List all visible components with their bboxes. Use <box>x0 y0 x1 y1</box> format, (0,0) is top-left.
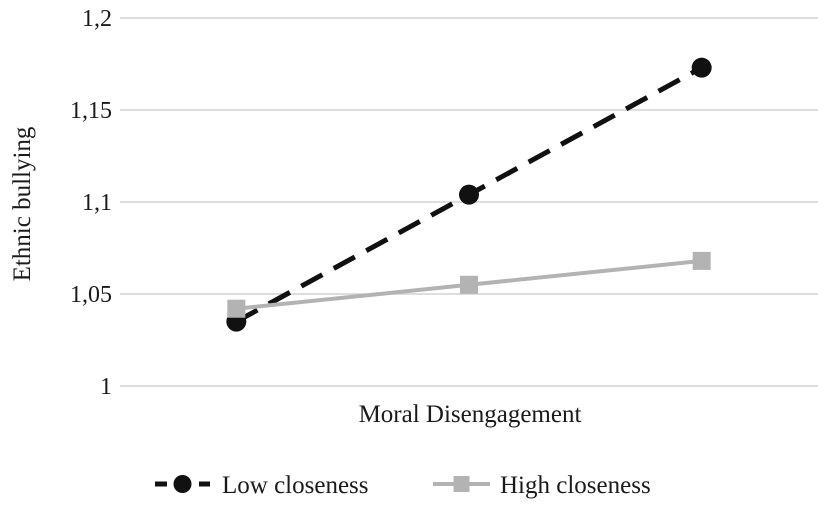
data-point <box>227 299 246 318</box>
y-tick-label: 1,2 <box>82 6 112 32</box>
series-high-closeness <box>227 251 711 318</box>
legend-label: Low closeness <box>222 472 369 499</box>
data-point <box>460 275 478 294</box>
data-point <box>459 184 479 205</box>
y-tick-label: 1,05 <box>70 282 112 308</box>
legend-label: High closeness <box>500 472 651 499</box>
legend-marker <box>173 475 192 493</box>
data-point <box>692 251 711 270</box>
data-point <box>691 57 712 78</box>
legend: Low closeness High closeness <box>155 472 651 499</box>
legend-marker <box>453 476 470 492</box>
y-tick-label: 1 <box>100 374 112 400</box>
x-axis-title: Moral Disengagement <box>359 401 582 428</box>
legend-item: High closeness <box>433 472 651 499</box>
legend-item: Low closeness <box>155 472 369 499</box>
y-tick-label: 1,15 <box>70 98 112 124</box>
series-layer <box>226 57 712 332</box>
y-axis-ticks: 1 1,05 1,1 1,15 1,2 <box>70 6 112 400</box>
y-axis-title: Ethnic bullying <box>9 126 36 281</box>
y-tick-label: 1,1 <box>82 190 112 216</box>
